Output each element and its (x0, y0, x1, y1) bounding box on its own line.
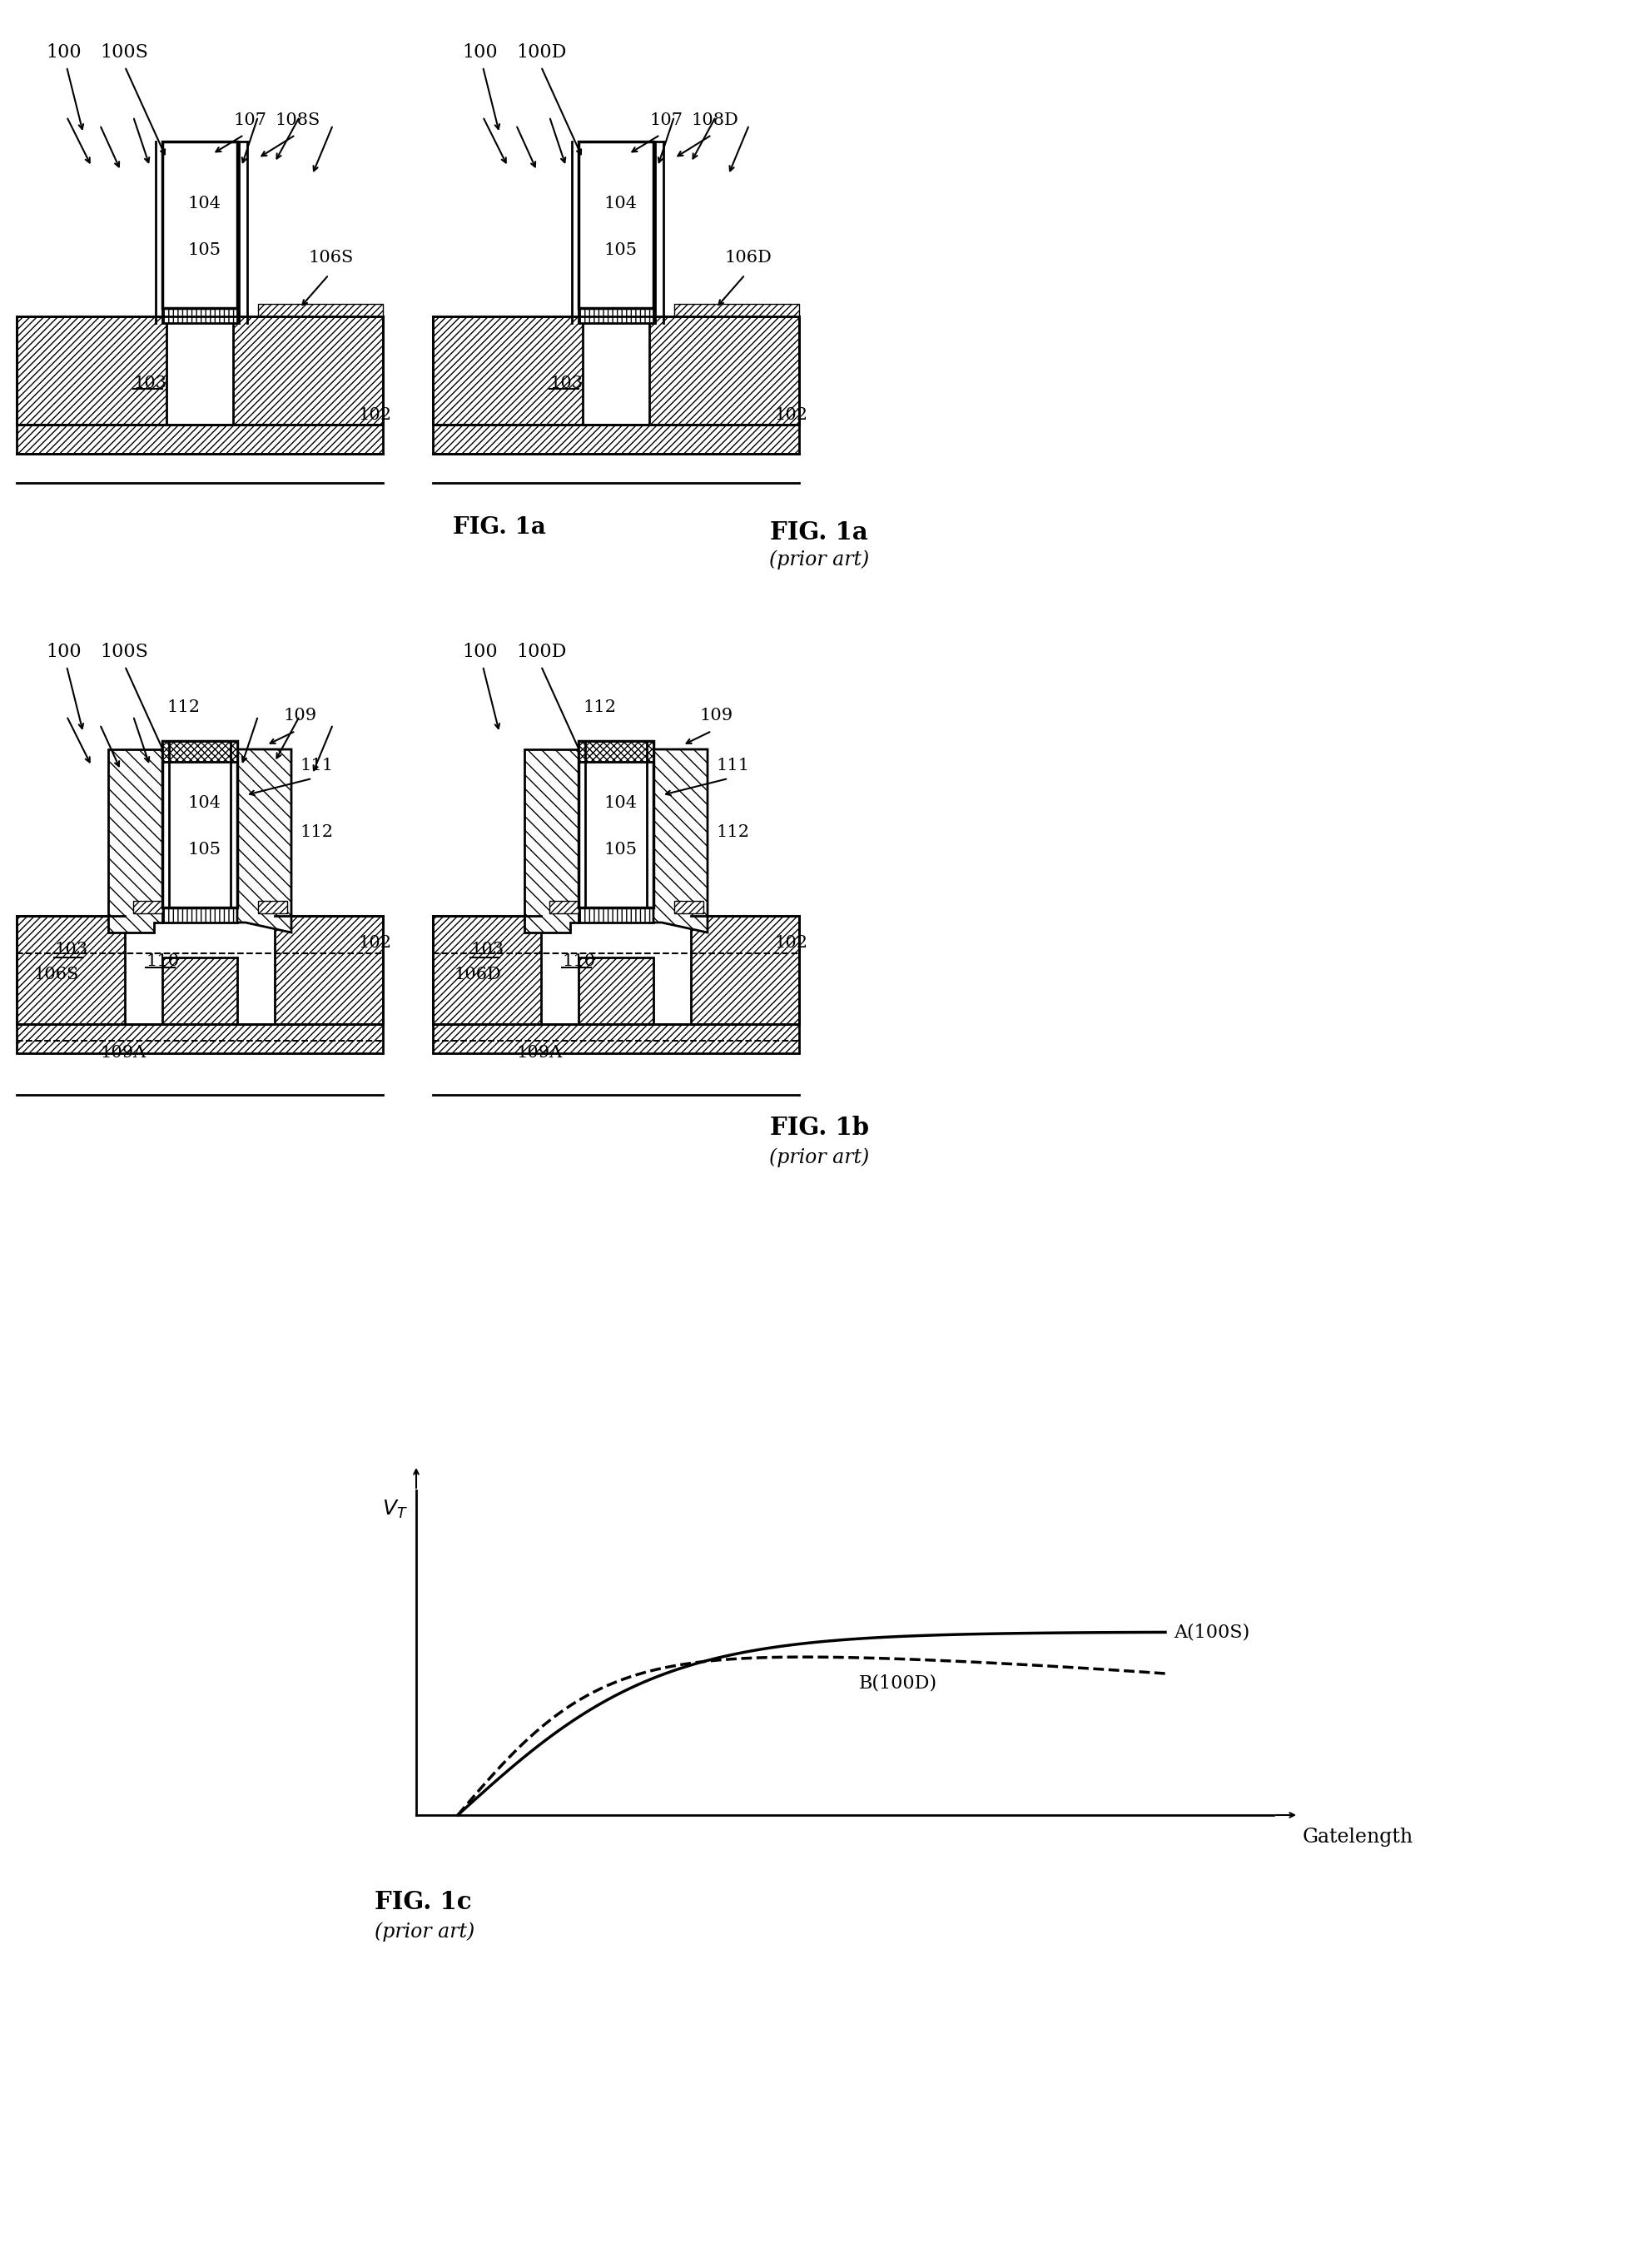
Text: 105: 105 (187, 841, 221, 857)
Bar (257, 304, 384, 318)
Text: 100D: 100D (516, 642, 567, 660)
Bar (16, 318, 167, 424)
Polygon shape (654, 748, 708, 932)
Text: 104: 104 (603, 195, 638, 211)
Text: 112: 112 (300, 823, 333, 839)
Bar (579, 742, 654, 762)
Bar (579, 907, 654, 923)
Text: 110: 110 (146, 955, 179, 968)
Text: 100: 100 (462, 642, 498, 660)
Polygon shape (524, 748, 579, 932)
Text: (prior art): (prior art) (769, 1148, 869, 1168)
Text: 107: 107 (649, 113, 682, 129)
Text: 111: 111 (300, 758, 333, 773)
Bar (433, 318, 583, 424)
Text: 103: 103 (470, 941, 503, 957)
Bar (579, 308, 654, 322)
Bar (162, 742, 238, 907)
Text: 108S: 108S (275, 113, 320, 129)
Text: 100D: 100D (516, 43, 567, 61)
Text: 109A: 109A (516, 1046, 562, 1061)
Text: 102: 102 (774, 934, 808, 950)
Text: 106S: 106S (33, 966, 79, 982)
Bar (275, 916, 384, 1025)
Text: 105: 105 (187, 243, 221, 259)
Bar (674, 304, 800, 318)
Text: 104: 104 (187, 796, 221, 812)
Text: 105: 105 (603, 841, 638, 857)
Text: FIG. 1a: FIG. 1a (744, 517, 838, 540)
Bar (162, 957, 238, 1025)
Bar (433, 916, 541, 1025)
Text: A(100S): A(100S) (1174, 1624, 1249, 1642)
Bar (433, 424, 800, 454)
Text: 102: 102 (357, 408, 392, 422)
Text: (prior art): (prior art) (769, 549, 869, 569)
Polygon shape (238, 748, 292, 932)
Bar (162, 308, 238, 322)
Text: (prior art): (prior art) (375, 1921, 475, 1941)
Text: 103: 103 (133, 374, 167, 390)
Text: 108D: 108D (692, 113, 738, 129)
Text: B(100D): B(100D) (859, 1674, 938, 1692)
Bar (233, 318, 384, 424)
Text: 100: 100 (462, 43, 498, 61)
Text: FIG. 1a: FIG. 1a (452, 517, 546, 540)
Bar (162, 742, 238, 762)
Bar (162, 907, 238, 923)
Text: 100S: 100S (100, 642, 148, 660)
Text: 100: 100 (46, 642, 82, 660)
Bar (257, 900, 287, 914)
Text: 103: 103 (549, 374, 583, 390)
Text: 109A: 109A (100, 1046, 146, 1061)
Text: 112: 112 (716, 823, 749, 839)
Text: 107: 107 (233, 113, 267, 129)
Bar (16, 424, 384, 454)
Text: 102: 102 (357, 934, 392, 950)
Text: 104: 104 (187, 195, 221, 211)
Text: 109: 109 (284, 708, 316, 723)
Text: 112: 112 (167, 699, 200, 714)
Bar (579, 141, 654, 308)
Text: FIG. 1b: FIG. 1b (770, 1116, 869, 1141)
Text: 100S: 100S (100, 43, 148, 61)
Bar (433, 1025, 800, 1052)
Text: Gatelength: Gatelength (1303, 1828, 1413, 1846)
Text: 111: 111 (716, 758, 749, 773)
Text: $V_T$: $V_T$ (382, 1499, 408, 1520)
Bar (16, 916, 125, 1025)
Bar (579, 957, 654, 1025)
Text: 104: 104 (603, 796, 638, 812)
Bar (674, 900, 703, 914)
Text: 100: 100 (46, 43, 82, 61)
Bar (162, 141, 238, 308)
Text: 110: 110 (562, 955, 595, 968)
Polygon shape (108, 748, 162, 932)
Text: FIG. 1c: FIG. 1c (375, 1889, 472, 1914)
Text: 112: 112 (583, 699, 616, 714)
Text: 106D: 106D (724, 249, 772, 265)
Bar (579, 742, 654, 907)
Bar (549, 900, 579, 914)
Bar (16, 1025, 384, 1052)
Text: 106D: 106D (454, 966, 502, 982)
Text: 102: 102 (774, 408, 808, 422)
Text: FIG. 1a: FIG. 1a (770, 519, 869, 544)
Text: 106S: 106S (308, 249, 352, 265)
Bar (692, 916, 800, 1025)
Bar (133, 900, 162, 914)
Text: 109: 109 (700, 708, 733, 723)
Text: 105: 105 (603, 243, 638, 259)
Text: 103: 103 (54, 941, 87, 957)
Bar (649, 318, 800, 424)
